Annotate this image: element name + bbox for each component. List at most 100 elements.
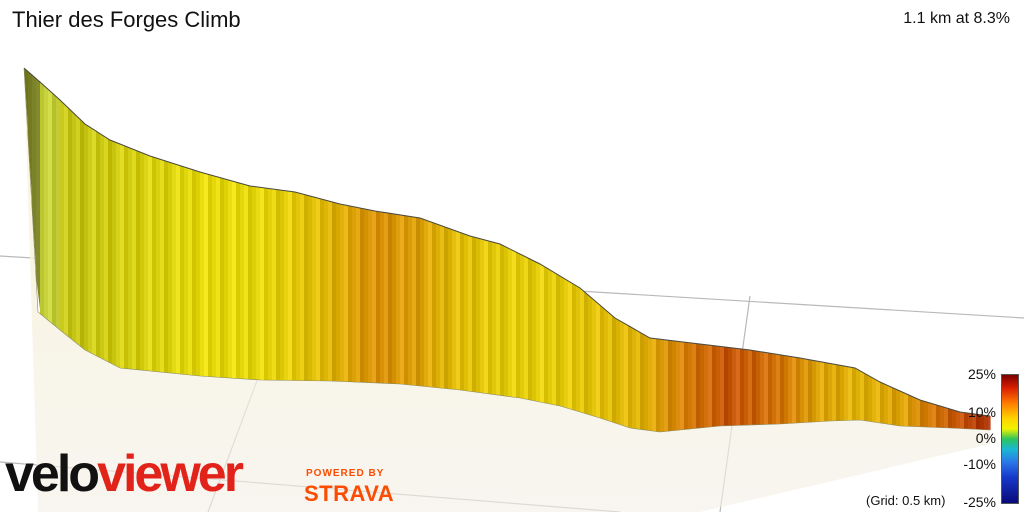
profile-slice — [464, 233, 469, 392]
profile-slice — [976, 414, 981, 430]
profile-slice — [220, 177, 225, 378]
profile-slice — [212, 175, 217, 378]
profile-slice — [796, 357, 801, 424]
profile-slice — [824, 362, 829, 422]
profile-slice — [236, 182, 241, 379]
profile-slice — [644, 334, 649, 431]
profile-slice — [452, 229, 457, 390]
profile-slice — [524, 256, 529, 400]
profile-slice — [176, 164, 181, 374]
profile-slice — [72, 111, 77, 343]
profile-slice — [164, 160, 169, 373]
profile-slice — [488, 240, 493, 395]
profile-slice — [748, 349, 753, 426]
profile-slice — [616, 318, 621, 425]
profile-slice — [380, 211, 385, 384]
profile-slice — [368, 209, 373, 383]
profile-slice — [108, 138, 113, 364]
legend-label-minus-10: -10% — [963, 456, 996, 472]
profile-slice — [684, 342, 689, 430]
strava-logo[interactable]: STRAVA — [304, 481, 395, 506]
profile-slice — [244, 184, 249, 380]
profile-slice — [124, 145, 129, 369]
profile-slice — [408, 216, 413, 386]
profile-slice — [308, 195, 313, 381]
profile-slice — [760, 351, 765, 425]
profile-slice — [128, 147, 133, 370]
profile-slice — [788, 356, 793, 424]
profile-slice — [664, 339, 669, 432]
profile-slice — [696, 343, 701, 429]
profile-slice — [140, 152, 145, 371]
profile-slice — [256, 186, 261, 380]
profile-slice — [192, 169, 197, 376]
profile-slice — [544, 266, 549, 404]
profile-slice — [832, 363, 837, 421]
profile-slice — [284, 190, 289, 381]
profile-slice — [564, 278, 569, 409]
profile-slice — [196, 170, 201, 376]
profile-slice — [884, 383, 889, 425]
profile-slice — [844, 366, 849, 421]
profile-slice — [328, 200, 333, 382]
profile-slice — [504, 246, 509, 397]
profile-slice — [100, 133, 105, 360]
legend-label-0: 0% — [975, 430, 996, 446]
profile-slice — [812, 360, 817, 423]
profile-slice — [836, 364, 841, 421]
profile-slice — [56, 96, 61, 331]
profile-slice — [904, 392, 909, 427]
profile-slice — [424, 219, 429, 387]
profile-slice — [416, 217, 421, 386]
profile-slice — [316, 197, 321, 381]
profile-slice — [528, 258, 533, 401]
profile-slice — [640, 332, 645, 430]
profile-slice — [756, 350, 761, 425]
profile-top-edge — [23, 67, 991, 417]
profile-slice — [660, 339, 665, 432]
veloviewer-logo[interactable]: veloviewer — [5, 445, 244, 503]
profile-bottom-edge — [23, 67, 991, 433]
profile-slice — [828, 363, 833, 422]
profile-slice — [460, 232, 465, 391]
profile-slice — [692, 343, 697, 429]
profile-slice — [960, 412, 965, 429]
profile-slice — [536, 262, 541, 402]
profile-slice — [864, 373, 869, 422]
profile-slice — [940, 406, 945, 428]
profile-slice — [68, 107, 73, 340]
profile-slice — [208, 174, 213, 377]
profile-slice — [752, 350, 757, 425]
logo-velo: velo — [5, 445, 100, 503]
profile-slice — [188, 168, 193, 376]
profile-slice — [972, 413, 977, 430]
profile-slice — [60, 100, 65, 334]
profile-slice — [412, 216, 417, 386]
profile-slice — [848, 366, 853, 421]
profile-slice — [764, 352, 769, 425]
profile-slice — [712, 345, 717, 427]
profile-slice — [28, 71, 33, 208]
profile-slice — [676, 341, 681, 431]
profile-slice — [420, 218, 425, 387]
profile-slice — [568, 280, 573, 410]
profile-slice — [88, 125, 93, 354]
profile-slice — [988, 415, 991, 430]
profile-slice — [728, 347, 733, 426]
profile-slice — [240, 183, 245, 379]
climb-stats: 1.1 km at 8.3% — [903, 10, 1010, 27]
profile-slice — [396, 214, 401, 384]
profile-slice — [280, 190, 285, 381]
profile-slice — [320, 198, 325, 381]
profile-slice — [80, 119, 85, 350]
profile-slice — [492, 241, 497, 395]
profile-slice — [608, 312, 613, 422]
profile-slice — [348, 205, 353, 382]
profile-slice — [160, 159, 165, 373]
profile-slice — [92, 128, 97, 356]
profile-slice — [104, 136, 109, 362]
profile-slice — [132, 148, 137, 370]
profile-slice — [300, 193, 305, 381]
profile-slice — [888, 385, 893, 425]
profile-slice — [880, 382, 885, 424]
